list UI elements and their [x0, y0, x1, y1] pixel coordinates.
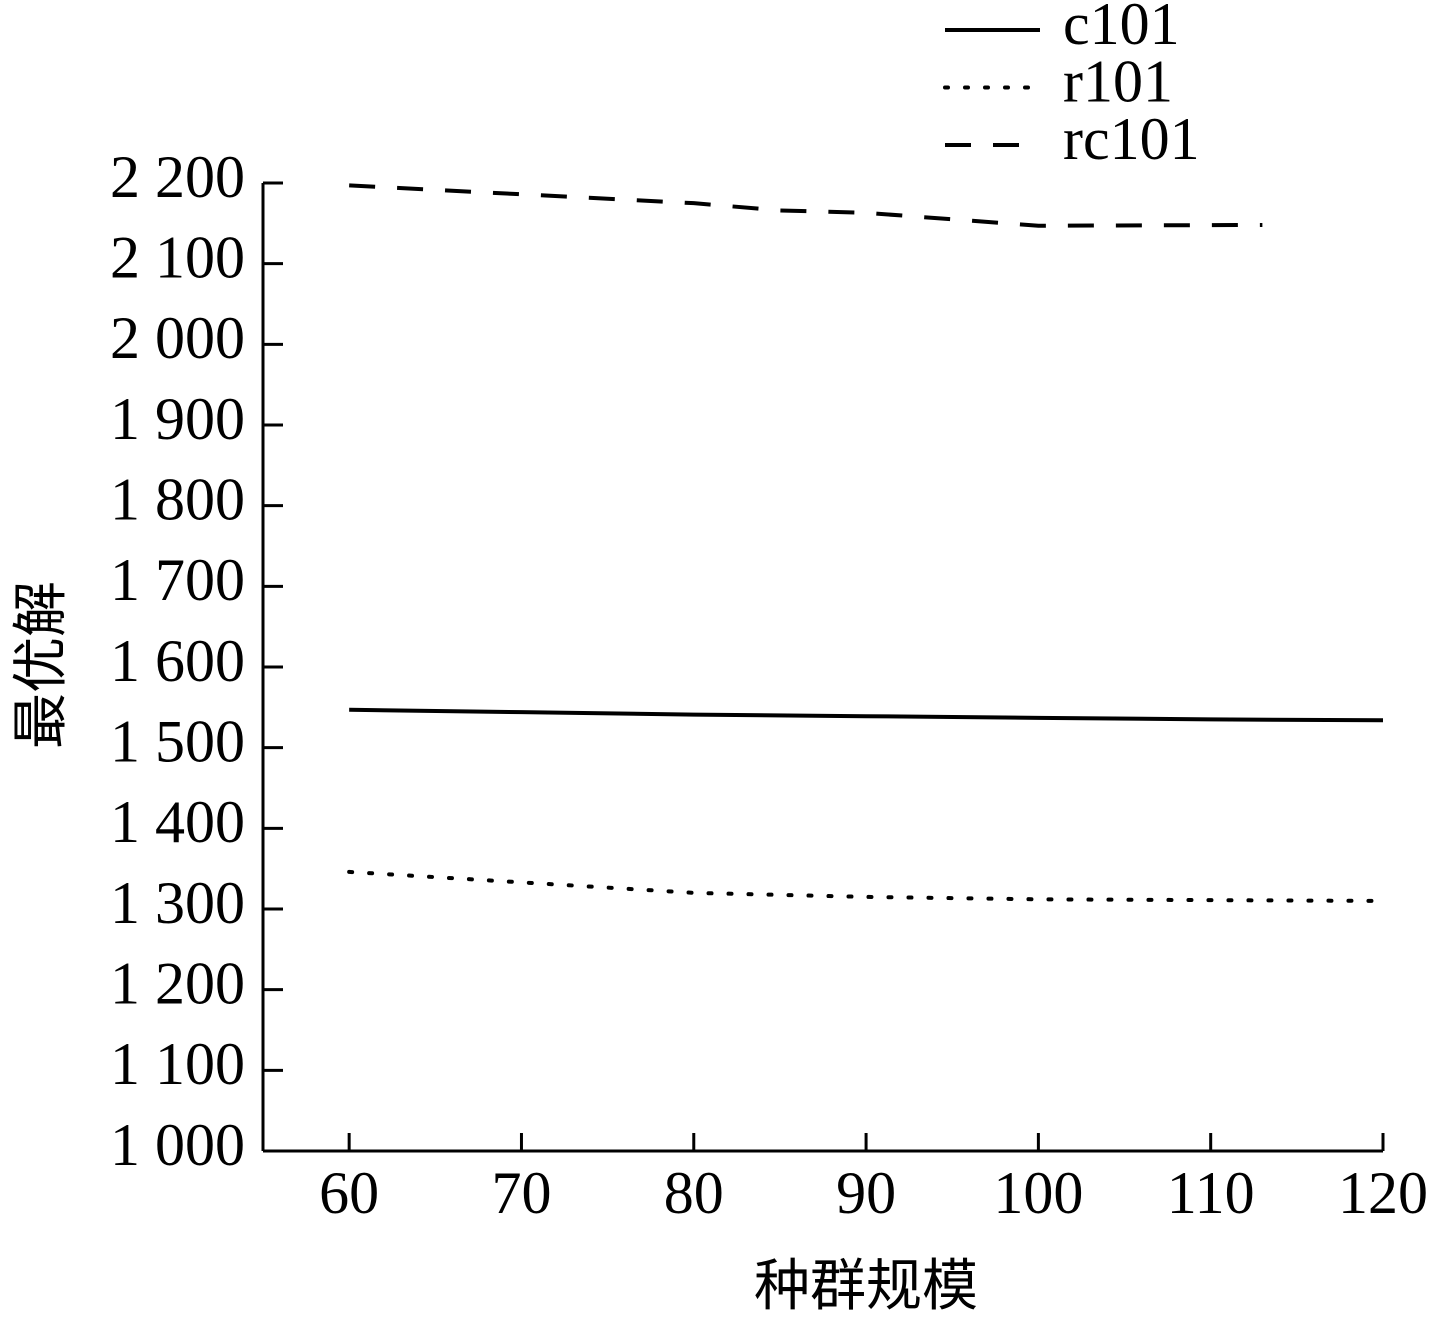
- legend-label: rc101: [1063, 106, 1200, 172]
- legend-label: r101: [1063, 48, 1173, 114]
- x-tick-label: 110: [1167, 1160, 1255, 1226]
- y-tick-label: 1 200: [110, 950, 245, 1016]
- y-axis-title: 最优解: [9, 581, 74, 749]
- x-tick-label: 70: [491, 1160, 551, 1226]
- y-tick-label: 1 500: [110, 708, 245, 774]
- x-tick-label: 90: [836, 1160, 896, 1226]
- y-tick-label: 1 000: [110, 1112, 245, 1178]
- series-line: [349, 707, 1384, 723]
- x-tick-label: 120: [1338, 1160, 1428, 1226]
- x-tick-label: 60: [319, 1160, 379, 1226]
- y-tick-label: 1 100: [110, 1031, 245, 1097]
- y-tick-label: 1 700: [110, 547, 245, 613]
- x-axis-title: 种群规模: [754, 1254, 978, 1319]
- x-tick-label: 80: [664, 1160, 724, 1226]
- y-tick-label: 1 400: [110, 789, 245, 855]
- series-line: [347, 869, 1385, 903]
- series-line: [349, 183, 1263, 228]
- y-tick-label: 1 900: [110, 386, 245, 452]
- x-tick-label: 100: [993, 1160, 1083, 1226]
- y-tick-label: 1 300: [110, 870, 245, 936]
- y-tick-label: 2 100: [110, 224, 245, 290]
- y-tick-label: 1 800: [110, 466, 245, 532]
- y-tick-label: 1 600: [110, 628, 245, 694]
- y-tick-label: 2 200: [110, 144, 245, 210]
- legend-label: c101: [1063, 0, 1180, 57]
- y-tick-label: 2 000: [110, 305, 245, 371]
